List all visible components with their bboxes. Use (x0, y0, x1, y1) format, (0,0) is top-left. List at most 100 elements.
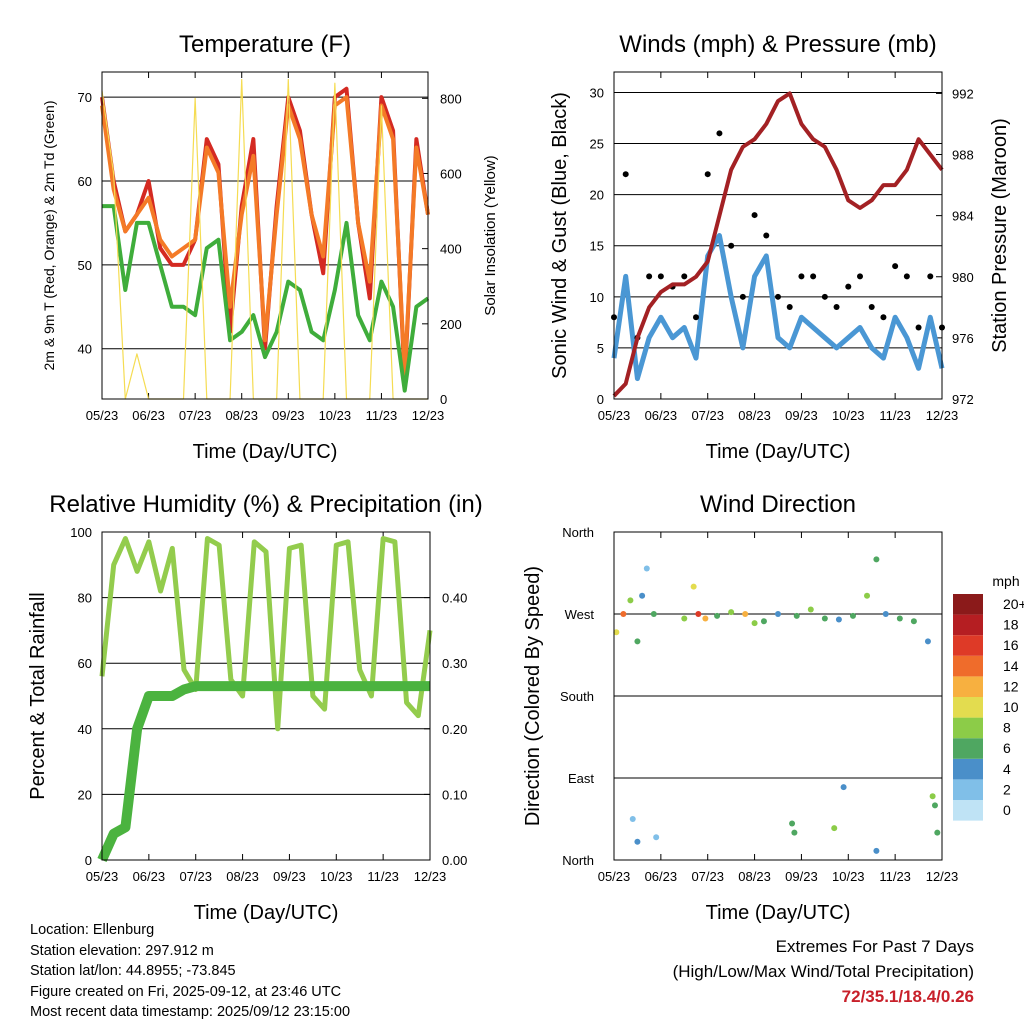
legend-label: 18 (1003, 617, 1019, 633)
direction-title: Wind Direction (700, 491, 856, 518)
winds-xtick-label: 12/23 (926, 408, 959, 423)
dir-point (613, 629, 620, 636)
temp-rtick-label: 600 (440, 166, 462, 181)
winds-xtick-label: 05/23 (598, 408, 631, 423)
dir-point (629, 816, 636, 822)
dir-ytick-label: West (565, 607, 595, 622)
panel-winds: Winds (mph) & Pressure (mb) 05/23 06/23 07/… (549, 31, 1011, 463)
humidity-title: Relative Humidity (%) & Precipitation (i… (49, 491, 482, 518)
direction-xtick-label: 09/23 (785, 869, 818, 884)
dir-point (793, 612, 800, 619)
direction-xtick-label: 08/23 (738, 869, 771, 884)
wind-gust-point (833, 304, 840, 311)
legend-swatch (953, 779, 983, 800)
wind-gust-point (716, 130, 723, 137)
temp-frame (101, 71, 429, 400)
winds-xtick-label: 11/23 (879, 408, 911, 423)
dir-point (807, 606, 814, 613)
dir-point (840, 784, 847, 791)
wind-ytick-label: 10 (590, 290, 604, 305)
dir-point (775, 611, 781, 617)
dir-point (791, 829, 798, 836)
temp-rtick-label: 0 (440, 392, 447, 407)
temp-ylabel-right: Solar Insolation (Yellow) (482, 155, 499, 315)
winds-xtick-label: 07/23 (691, 408, 724, 423)
winds-xlabel: Time (Day/UTC) (706, 441, 851, 463)
direction-xtick-label: 06/23 (645, 869, 678, 884)
wind-gust-point (903, 273, 910, 280)
legend-label: 16 (1003, 637, 1019, 653)
humidity-xtick-label: 09/23 (273, 869, 306, 884)
extremes-values: 72/35.1/18.4/0.26 (841, 987, 974, 1006)
wind-rtick-label: 980 (952, 270, 974, 285)
legend-label: 0 (1003, 802, 1011, 818)
dir-point (896, 615, 903, 622)
wind-rtick-label: 984 (952, 209, 974, 224)
wind-rtick-label: 988 (952, 148, 974, 163)
dir-point (789, 820, 796, 827)
dir-point (695, 611, 702, 617)
legend-swatch (953, 676, 983, 697)
temperature-xtick-label: 05/23 (86, 408, 119, 423)
legend-swatch (953, 594, 983, 615)
wind-gust-point (622, 171, 629, 178)
winds-xtick-label: 10/23 (832, 408, 865, 423)
wind-gust-point (681, 273, 688, 280)
wind-rtick-label: 976 (952, 331, 974, 346)
dir-point (835, 616, 842, 623)
dir-point (634, 838, 641, 845)
dir-frame (613, 531, 943, 861)
humidity-xtick-label: 08/23 (226, 869, 259, 884)
dir-point (864, 592, 871, 599)
wind-rtick-label: 972 (952, 392, 974, 407)
direction-xtick-label: 07/23 (691, 869, 724, 884)
dir-point (751, 620, 758, 627)
dir-point (702, 615, 709, 622)
temp-rtick-label: 800 (440, 91, 462, 106)
rh-rtick-label: 0.30 (442, 656, 467, 671)
legend-swatch (953, 738, 983, 759)
dir-point (650, 611, 657, 617)
wind-ylabel-right: Station Pressure (Maroon) (989, 118, 1011, 353)
dir-ytick-label: North (562, 853, 594, 868)
humidity-xtick-label: 05/23 (86, 869, 119, 884)
direction-xtick-label: 05/23 (598, 869, 631, 884)
temp-rtick-label: 200 (440, 317, 462, 332)
temperature-xtick-label: 08/23 (225, 408, 258, 423)
legend-label: 8 (1003, 720, 1011, 736)
panel-humidity: Relative Humidity (%) & Precipitation (i… (27, 491, 483, 924)
rh-rtick-label: 0.40 (442, 591, 467, 606)
wind-gust-point (810, 273, 817, 280)
wind-ylabel-left: Sonic Wind & Gust (Blue, Black) (549, 92, 571, 379)
temp-series-green (102, 204, 430, 393)
dir-point (934, 829, 941, 836)
temp-ytick-label: 50 (78, 258, 92, 273)
direction-xtick-label: 10/23 (832, 869, 865, 884)
rh-ytick-label: 80 (78, 591, 92, 606)
dir-point (882, 611, 889, 617)
humidity-xtick-label: 07/23 (179, 869, 212, 884)
dir-point (681, 615, 688, 622)
wind-gust-point (915, 324, 922, 331)
recent-text: Most recent data timestamp: 2025/09/12 2… (30, 1004, 351, 1021)
wind-ytick-label: 25 (590, 137, 604, 152)
wind-gust-point (821, 293, 828, 300)
rh-frame (101, 531, 431, 861)
rh-ytick-label: 40 (78, 722, 92, 737)
direction-xlabel: Time (Day/UTC) (706, 902, 851, 924)
rh-rtick-label: 0.20 (442, 722, 467, 737)
dir-point (924, 638, 931, 645)
dir-point (690, 583, 697, 590)
legend-swatch (953, 655, 983, 677)
legend-swatch (953, 697, 983, 718)
precip-series (97, 681, 430, 863)
extremes-title: Extremes For Past 7 Days (775, 937, 974, 956)
temp-ylabel-left: 2m & 9m T (Red, Orange) & 2m Td (Green) (41, 101, 57, 371)
temp-ytick-label: 60 (78, 174, 92, 189)
dir-point (873, 556, 880, 563)
wind-frame (613, 71, 943, 400)
humidity-xtick-label: 06/23 (133, 869, 166, 884)
rh-ytick-label: 20 (78, 787, 92, 802)
legend-title: mph (992, 573, 1019, 589)
legend-swatch (953, 614, 983, 636)
